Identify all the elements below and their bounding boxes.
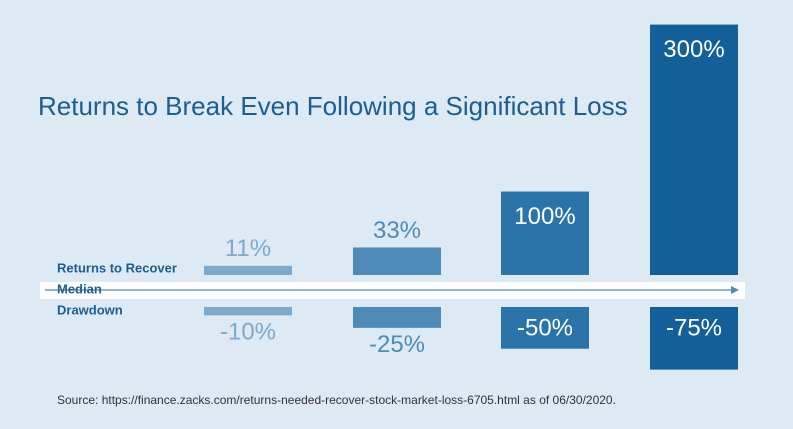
axis-label: Median [57,281,102,296]
legend-label: Returns to Recover [57,260,177,275]
bar [353,307,441,328]
value-label: -25% [369,331,425,358]
bar [501,191,589,275]
bar [204,307,292,316]
bar [353,247,441,275]
bar [650,307,738,370]
value-label: 11% [225,235,271,262]
legend-label: Drawdown [57,302,123,317]
value-label: -10% [220,319,276,346]
value-label: -50% [517,314,573,341]
bar [501,307,589,349]
bar [650,24,738,275]
value-label: 33% [373,217,421,244]
bar [204,265,292,275]
source-note: Source: https://finance.zacks.com/return… [57,393,616,407]
value-label: 100% [514,203,575,230]
value-label: 300% [663,36,724,63]
value-label: -75% [666,314,722,341]
chart-title: Returns to Break Even Following a Signif… [38,91,628,121]
axis-arrow [731,286,739,294]
